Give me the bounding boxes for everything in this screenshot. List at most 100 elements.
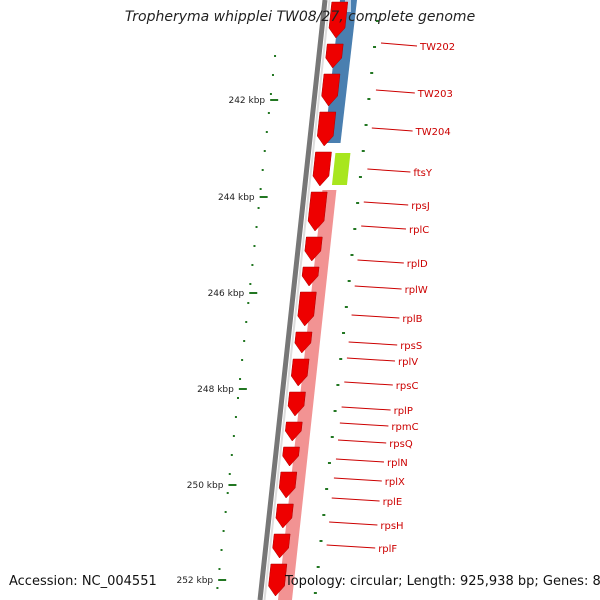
gene-label-rplN: rplN (387, 458, 408, 469)
forward-cds-arrow (287, 391, 306, 417)
forward-cds-arrow (301, 266, 320, 287)
gene-label-rplC: rplC (409, 225, 429, 236)
inner-tick-dot (319, 540, 323, 542)
gene-label-connector (341, 406, 391, 411)
forward-cds-arrow (282, 446, 300, 467)
minor-tick-dot (226, 492, 229, 494)
minor-tick-dot (218, 568, 221, 570)
gene-label-connector (371, 127, 413, 132)
gene-label-TW202: TW202 (419, 42, 455, 53)
gene-label-connector (331, 497, 380, 502)
minor-tick-dot (261, 169, 264, 171)
inner-tick-dot (330, 436, 334, 438)
gene-label-connector (357, 259, 404, 264)
gene-label-connector (344, 381, 393, 386)
inner-tick-dot (325, 488, 329, 490)
inner-tick-dot (350, 254, 354, 256)
forward-cds-arrow (278, 471, 298, 499)
gene-label-TW203: TW203 (417, 89, 453, 100)
minor-tick-dot (222, 530, 225, 532)
inner-tick-dot (373, 46, 377, 48)
gene-label-connector (333, 477, 382, 482)
inner-tick-dot (344, 306, 348, 308)
reverse-top-cap (345, 0, 351, 12)
gene-label-connector (346, 357, 396, 362)
forward-cds-arrow (297, 291, 317, 327)
inner-tick-dot (353, 228, 357, 230)
backbone-highlight (263, 0, 331, 600)
gene-label-rplX: rplX (385, 477, 405, 488)
gene-label-ftsY: ftsY (413, 168, 432, 179)
scale-tick-label: 244 kbp (218, 193, 255, 203)
gene-label-rplE: rplE (383, 497, 403, 508)
inner-tick-dot (370, 72, 374, 74)
inner-tick-dot (347, 280, 351, 282)
minor-tick-dot (243, 340, 246, 342)
gene-label-connector (351, 314, 400, 319)
minor-tick-dot (234, 416, 237, 418)
forward-cds-arrow (321, 73, 341, 107)
gene-label-connector (375, 89, 415, 94)
minor-tick-dot (274, 55, 277, 57)
gene-label-rplP: rplP (394, 406, 413, 417)
minor-tick-dot (245, 321, 248, 323)
topology-text: Topology: circular; Length: 925,938 bp; … (285, 574, 600, 589)
forward-cds-arrow (275, 503, 294, 529)
minor-tick-dot (259, 188, 262, 190)
minor-tick-dot (236, 397, 239, 399)
reverse-strand-lane (278, 190, 337, 600)
forward-cds-arrow (285, 421, 303, 442)
scale-tick-label: 248 kbp (197, 385, 234, 395)
inner-tick-dot (361, 150, 365, 152)
map-title: Tropheryma whipplei TW08/27, complete ge… (124, 9, 476, 25)
forward-cds-arrow (312, 151, 332, 187)
minor-tick-dot (257, 207, 260, 209)
forward-cds-arrow (294, 331, 313, 354)
inner-tick-dot (339, 358, 343, 360)
inner-tick-dot (342, 332, 346, 334)
inner-tick-dot (322, 514, 326, 516)
minor-tick-dot (224, 511, 227, 513)
inner-tick-dot (313, 592, 317, 594)
minor-tick-dot (269, 93, 272, 95)
forward-cds-arrow (325, 43, 344, 69)
gene-label-connector (380, 42, 418, 47)
scale-tick-label: 252 kbp (176, 576, 213, 586)
gene-label-connector (329, 521, 378, 526)
gene-label-rpsC: rpsC (396, 381, 419, 392)
minor-tick-dot (253, 245, 256, 247)
gene-label-rplV: rplV (398, 357, 418, 368)
forward-cds-arrow (272, 533, 291, 559)
gene-label-connector (337, 439, 387, 444)
forward-cds-arrow (317, 111, 337, 147)
accession-text: Accession: NC_004551 (9, 574, 157, 589)
inner-tick-dot (356, 202, 360, 204)
inner-tick-dot (336, 384, 340, 386)
inner-tick-dot (316, 566, 320, 568)
ftsY-gene-block (331, 153, 351, 185)
scale-tick-label: 242 kbp (228, 96, 265, 106)
forward-cds-arrow (307, 191, 328, 232)
genome-backbone (257, 0, 328, 600)
forward-cds-arrow (268, 563, 288, 597)
gene-label-rpsQ: rpsQ (389, 439, 413, 450)
inner-tick-dot (327, 462, 331, 464)
minor-tick-dot (228, 473, 231, 475)
inner-tick-dot (333, 410, 337, 412)
inner-tick-dot (367, 98, 371, 100)
gene-label-rplF: rplF (378, 544, 397, 555)
inner-tick-dot (364, 124, 368, 126)
gene-label-connector (367, 168, 411, 173)
gene-label-connector (361, 225, 407, 230)
gene-label-connector (339, 422, 389, 427)
minor-tick-dot (247, 302, 250, 304)
minor-tick-dot (249, 283, 252, 285)
scale-tick-label: 250 kbp (187, 481, 224, 491)
forward-cds-arrow (291, 358, 310, 387)
gene-label-connector (348, 341, 398, 346)
gene-label-connector (354, 285, 402, 290)
minor-tick-dot (263, 150, 266, 152)
gene-label-rpsJ: rpsJ (411, 201, 430, 212)
minor-tick-dot (265, 131, 268, 133)
scale-tick-label: 246 kbp (208, 289, 245, 299)
